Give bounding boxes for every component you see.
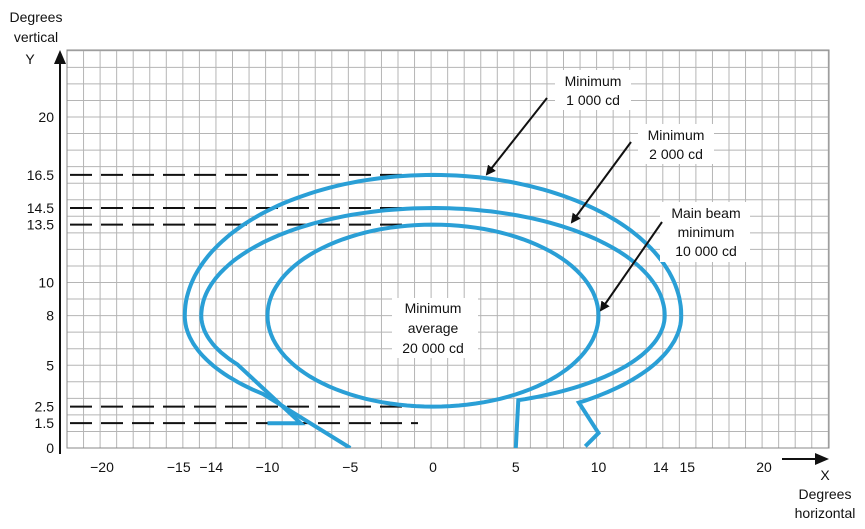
y-tick-label: 5 (46, 357, 54, 373)
annotation-2000cd-line-2: 2 000 cd (649, 146, 703, 162)
y-axis-title: Degrees vertical Y (10, 9, 63, 67)
x-tick-label: −5 (342, 459, 358, 475)
y-tick-labels: 20 16.5 14.513.5 10 8 5 2.51.5 0 (27, 109, 54, 456)
annotation-2000cd-bg (638, 124, 714, 164)
x-axis-title-line-1: Degrees (799, 486, 852, 502)
x-tick-label: −20 (90, 459, 114, 475)
x-tick-label: 0 (429, 459, 437, 475)
annotation-20000cd-line-1: Minimum (405, 300, 462, 316)
x-tick-labels: −20 −15 −14 −10 −5 0 5 10 14 15 20 (90, 459, 772, 475)
annotation-2000cd: Minimum 2 000 cd (570, 124, 714, 224)
axes (54, 50, 829, 465)
x-tick-label: −14 (199, 459, 223, 475)
curve-1000cd (182, 172, 684, 448)
annotation-10000cd: Main beam minimum 10 000 cd (599, 202, 750, 312)
x-axis-arrow-icon (815, 453, 829, 465)
curve-10000cd (265, 222, 601, 409)
annotation-1000cd-bg (555, 70, 631, 110)
x-tick-label: 20 (756, 459, 772, 475)
x-tick-label: 5 (512, 459, 520, 475)
annotation-20000cd-line-2: average (408, 320, 459, 336)
annotation-20000cd-line-3: 20 000 cd (402, 340, 464, 356)
curves (182, 172, 684, 448)
x-tick-label: 14 (653, 459, 669, 475)
annotation-1000cd-line-2: 1 000 cd (566, 92, 620, 108)
y-tick-label: 20 (38, 109, 54, 125)
y-tick-label: 1.5 (35, 415, 55, 431)
x-tick-label: −15 (167, 459, 191, 475)
y-tick-label: 10 (38, 275, 54, 291)
annotation-2000cd-arrow (570, 141, 632, 224)
x-axis-title: X Degrees horizontal (795, 467, 856, 521)
grid (66, 50, 829, 449)
x-axis-letter: X (820, 467, 830, 483)
y-axis-title-line-2: vertical (14, 29, 58, 45)
x-axis-title-line-2: horizontal (795, 505, 856, 521)
y-tick-label: 0 (46, 440, 54, 456)
annotation-10000cd-line-3: 10 000 cd (675, 243, 737, 259)
x-tick-label: 10 (591, 459, 607, 475)
annotation-2000cd-line-1: Minimum (648, 127, 705, 143)
plot-frame (66, 49, 830, 449)
annotation-20000cd: Minimum average 20 000 cd (392, 298, 478, 358)
y-tick-label: 14.5 (27, 200, 54, 216)
annotation-1000cd-line-1: Minimum (565, 73, 622, 89)
annotation-10000cd-line-1: Main beam (671, 205, 740, 221)
y-tick-label: 13.5 (27, 217, 54, 233)
y-axis-letter: Y (25, 51, 35, 67)
annotation-1000cd-arrow (485, 97, 548, 176)
y-axis-title-line-1: Degrees (10, 9, 63, 25)
y-axis-arrow-icon (54, 50, 66, 64)
x-tick-label: −10 (256, 459, 280, 475)
y-tick-label: 2.5 (35, 399, 55, 415)
curve-2000cd (199, 205, 667, 448)
y-tick-label: 8 (46, 308, 54, 324)
x-tick-label: 15 (679, 459, 695, 475)
y-tick-label: 16.5 (27, 167, 54, 183)
annotation-1000cd: Minimum 1 000 cd (485, 70, 631, 176)
annotation-10000cd-line-2: minimum (678, 224, 735, 240)
annotation-10000cd-bg (660, 202, 750, 262)
annotation-20000cd-bg (392, 298, 478, 358)
annotation-10000cd-arrow (599, 221, 663, 312)
